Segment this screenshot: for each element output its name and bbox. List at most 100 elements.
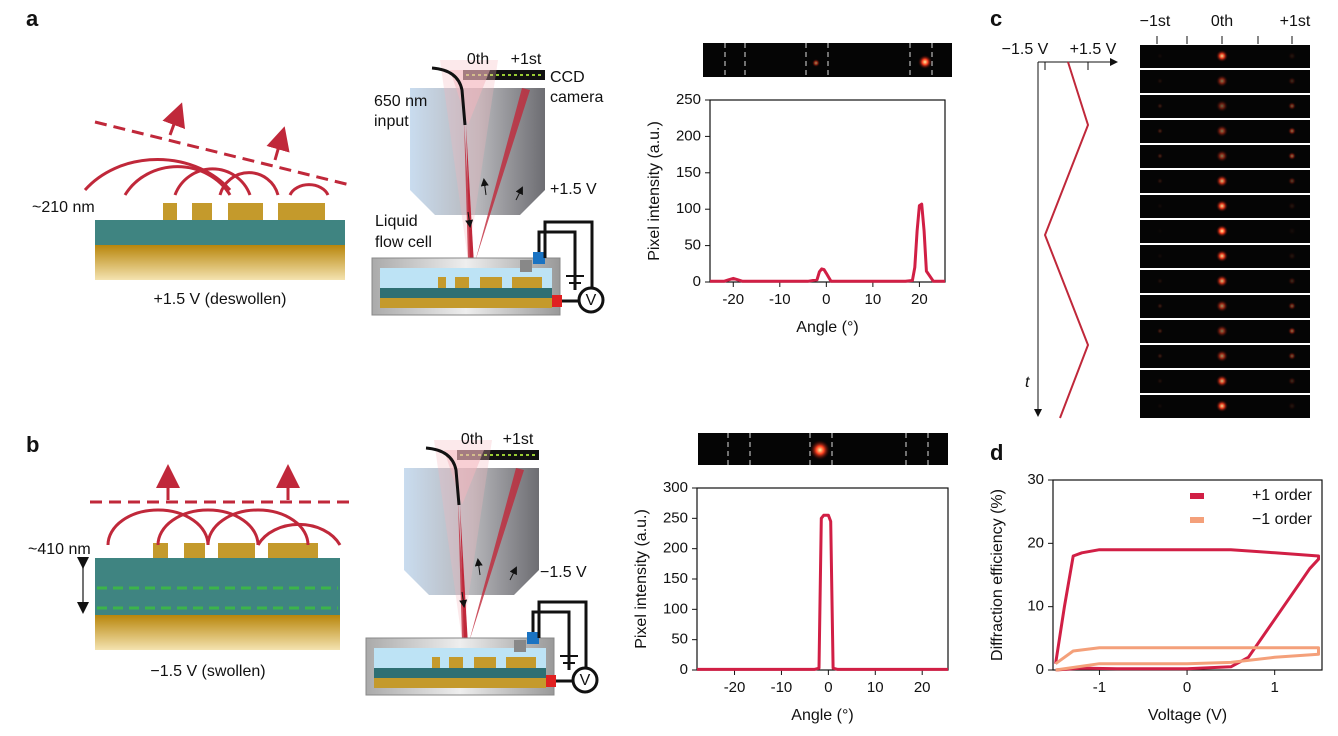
spot (1288, 227, 1296, 235)
y-tick-label: 0 (1036, 661, 1044, 678)
spot (1157, 328, 1163, 334)
x-tick-label: 10 (865, 291, 882, 308)
y-tick-label: 0 (693, 273, 701, 290)
spot (1216, 150, 1228, 162)
order-label: −1st (1140, 13, 1171, 30)
y-tick-label: 50 (671, 631, 688, 648)
schematic-deswollen (83, 102, 351, 280)
spot (1288, 377, 1296, 385)
legend-label: +1 order (1252, 487, 1313, 504)
camera-strip (703, 43, 952, 77)
spot (1216, 250, 1228, 262)
spot (1288, 352, 1296, 360)
x-tick-label: -1 (1093, 679, 1106, 696)
x-tick-label: 20 (911, 291, 928, 308)
y-tick-label: 100 (676, 200, 701, 217)
y-axis-label: Pixel intensity (a.u.) (646, 121, 663, 261)
thickness-label: ~210 nm (32, 199, 95, 216)
cell-label: flow cell (375, 234, 432, 251)
x-tick-label: 1 (1271, 679, 1279, 696)
thickness-label: ~410 nm (28, 541, 91, 558)
x-tick-label: 0 (824, 679, 832, 696)
spot (1157, 278, 1163, 284)
state-label: +1.5 V (deswollen) (154, 291, 287, 308)
spot (1288, 152, 1296, 160)
spot (1216, 300, 1228, 312)
spot (1157, 153, 1163, 159)
x-tick-label: 10 (867, 679, 884, 696)
spot (1216, 375, 1228, 387)
spot (1157, 303, 1163, 309)
time-label: t (1025, 374, 1030, 391)
axis-label: −1.5 V (1002, 41, 1049, 58)
spot (1157, 178, 1163, 184)
plot-frame (709, 99, 946, 283)
x-axis-label: Angle (°) (791, 707, 853, 724)
spot (1288, 127, 1296, 135)
spot (1288, 402, 1296, 410)
x-axis-label: Voltage (V) (1148, 707, 1227, 724)
order-label: +1st (511, 51, 542, 68)
data-line (1054, 548, 1320, 672)
spot (1288, 52, 1296, 60)
plot-frame (1052, 479, 1323, 671)
x-axis-label: Angle (°) (796, 319, 858, 336)
spot (1288, 277, 1296, 285)
order-label: +1st (1280, 13, 1311, 30)
camera-strip (698, 433, 948, 465)
y-tick-label: 20 (1027, 534, 1044, 551)
spot (1288, 202, 1296, 210)
data-line (697, 513, 948, 671)
spot (1216, 350, 1228, 362)
y-tick-label: 200 (676, 127, 701, 144)
spot (1288, 77, 1296, 85)
spot (1157, 353, 1163, 359)
spot (1288, 102, 1296, 110)
spot (1216, 50, 1228, 62)
camera-label: CCD (550, 69, 585, 86)
panel-label: b (26, 432, 39, 457)
input-label: input (374, 113, 409, 130)
spot (1288, 302, 1296, 310)
x-tick-label: -20 (724, 679, 746, 696)
x-tick-label: 0 (822, 291, 830, 308)
legend-label: −1 order (1252, 511, 1313, 528)
spot (1216, 400, 1228, 412)
y-tick-label: 30 (1027, 471, 1044, 488)
y-tick-label: 10 (1027, 598, 1044, 615)
spot (1157, 203, 1163, 209)
data-line (1054, 646, 1320, 672)
y-tick-label: 250 (676, 91, 701, 108)
frame-stack (1140, 36, 1310, 418)
y-tick-label: 50 (684, 237, 701, 254)
axis-label: +1.5 V (1070, 41, 1117, 58)
order-label: 0th (461, 431, 483, 448)
x-tick-label: 20 (914, 679, 931, 696)
panel-label: d (990, 440, 1003, 465)
x-tick-label: -20 (722, 291, 744, 308)
input-label: 650 nm (374, 93, 427, 110)
spot (1157, 128, 1163, 134)
x-tick-label: -10 (771, 679, 793, 696)
spot (1157, 253, 1163, 259)
spot (1157, 378, 1163, 384)
meter-label: V (580, 672, 591, 689)
spot (1157, 228, 1163, 234)
spot (1288, 177, 1296, 185)
x-tick-label: -10 (769, 291, 791, 308)
y-axis-label: Pixel intensity (a.u.) (633, 509, 650, 649)
spot (1157, 78, 1163, 84)
voltage-waveform (1034, 58, 1118, 419)
voltage-label: −1.5 V (540, 564, 587, 581)
spot (1288, 327, 1296, 335)
spot (1216, 100, 1228, 112)
meter-label: V (586, 292, 597, 309)
cell-label: Liquid (375, 213, 418, 230)
schematic-swollen (77, 464, 350, 650)
spot (1216, 325, 1228, 337)
order-label: 0th (1211, 13, 1233, 30)
spot (1216, 225, 1228, 237)
order-label: +1st (503, 431, 534, 448)
spot (1216, 175, 1228, 187)
